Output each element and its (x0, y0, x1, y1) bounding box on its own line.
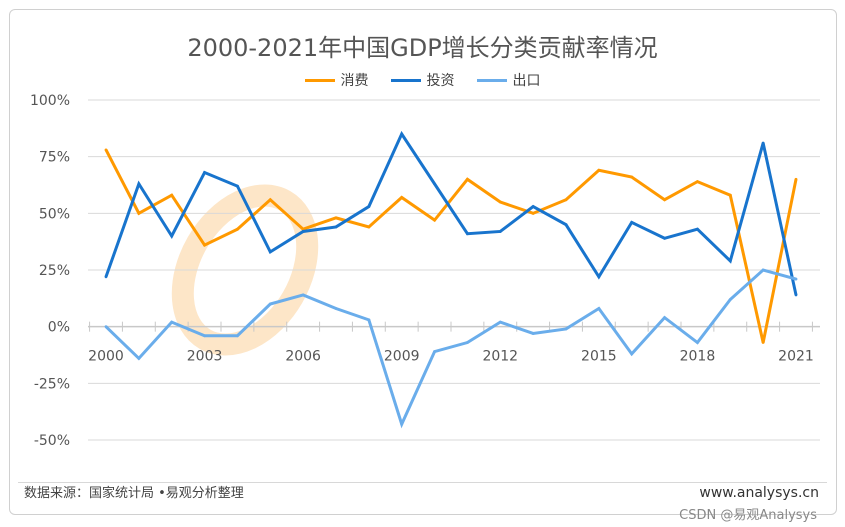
data-point (301, 293, 305, 297)
data-point (498, 200, 502, 204)
data-point (794, 177, 798, 181)
legend-label: 消费 (340, 73, 369, 89)
data-point (301, 230, 305, 233)
legend-item-investment: 投资 (390, 70, 455, 90)
data-point (761, 268, 765, 272)
data-point (268, 198, 272, 202)
data-point (268, 302, 272, 306)
data-point (400, 132, 404, 136)
data-point (728, 259, 732, 263)
data-point (597, 307, 601, 310)
data-point (728, 298, 732, 301)
y-tick-label: -50% (34, 433, 70, 449)
data-point (236, 184, 239, 188)
data-point (400, 196, 404, 199)
data-point (367, 205, 371, 208)
data-point (466, 341, 469, 344)
legend-label: 投资 (426, 73, 455, 89)
data-point (203, 243, 206, 247)
legend-item-consumption: 消费 (304, 70, 369, 90)
data-point (564, 327, 568, 331)
data-point (696, 227, 699, 231)
legend-item-export: 出口 (476, 70, 541, 90)
series-line-1 (104, 130, 798, 296)
data-point (170, 234, 174, 238)
data-point (564, 223, 568, 227)
data-point (794, 277, 798, 281)
csdn-watermark: CSDN @易观Analysys (679, 508, 817, 523)
data-point (564, 198, 568, 202)
data-point (630, 352, 634, 356)
x-tick-label: 2021 (778, 349, 814, 365)
data-point (400, 422, 404, 426)
data-point (170, 320, 174, 324)
data-point (137, 357, 141, 360)
legend: 消费 投资 出口 (0, 70, 845, 90)
data-point (367, 318, 371, 322)
data-point (203, 334, 206, 338)
data-point (466, 177, 469, 181)
data-point (696, 180, 699, 184)
data-point (696, 341, 699, 344)
data-point (433, 182, 436, 186)
data-point (268, 250, 272, 254)
data-point (334, 225, 338, 229)
data-point (531, 211, 535, 215)
data-point (630, 175, 634, 179)
data-point (137, 211, 141, 215)
data-point (630, 221, 634, 224)
data-point (663, 236, 666, 240)
data-point (761, 341, 765, 344)
data-point (236, 334, 239, 338)
data-point (104, 275, 108, 279)
data-point (794, 293, 798, 297)
series-line-2 (104, 268, 797, 429)
data-point (170, 193, 174, 197)
chart-card (9, 9, 837, 515)
data-point (104, 148, 108, 152)
legend-label: 出口 (512, 73, 541, 89)
data-point (334, 216, 338, 220)
data-point (663, 198, 666, 202)
data-point (597, 168, 601, 172)
site-url: www.analysys.cn (699, 485, 819, 501)
data-point (334, 307, 338, 310)
data-point (466, 232, 469, 236)
source-note: 数据来源：国家统计局 •易观分析整理 (24, 486, 244, 501)
data-point (498, 320, 502, 324)
y-tick-label: 25% (39, 263, 70, 279)
data-point (236, 227, 239, 231)
footer-divider (18, 482, 827, 483)
data-point (104, 325, 108, 329)
data-point (663, 316, 666, 319)
chart-title: 2000-2021年中国GDP增长分类贡献率情况 (187, 34, 658, 62)
data-point (597, 275, 601, 279)
x-tick-label: 2012 (482, 349, 518, 365)
data-point (531, 205, 535, 208)
y-tick-label: 75% (39, 150, 70, 166)
data-point (137, 182, 141, 186)
series-line-0 (104, 149, 798, 343)
data-point (728, 193, 732, 197)
data-point (367, 225, 371, 229)
x-tick-label: 2003 (187, 349, 223, 365)
data-point (433, 350, 436, 353)
data-point (761, 141, 765, 145)
x-tick-label: 2006 (285, 349, 321, 365)
data-point (203, 171, 206, 174)
data-point (433, 218, 436, 222)
y-tick-label: -25% (34, 376, 70, 392)
x-tick-label: 2009 (384, 349, 420, 365)
y-tick-label: 100% (30, 93, 70, 109)
data-point (498, 230, 502, 233)
x-tick-label: 2015 (581, 349, 617, 365)
y-tick-label: 50% (39, 206, 70, 222)
x-tick-label: 2018 (680, 349, 716, 365)
x-tick-label: 2000 (88, 349, 124, 365)
data-point (531, 332, 535, 335)
y-tick-label: 0% (48, 320, 70, 336)
